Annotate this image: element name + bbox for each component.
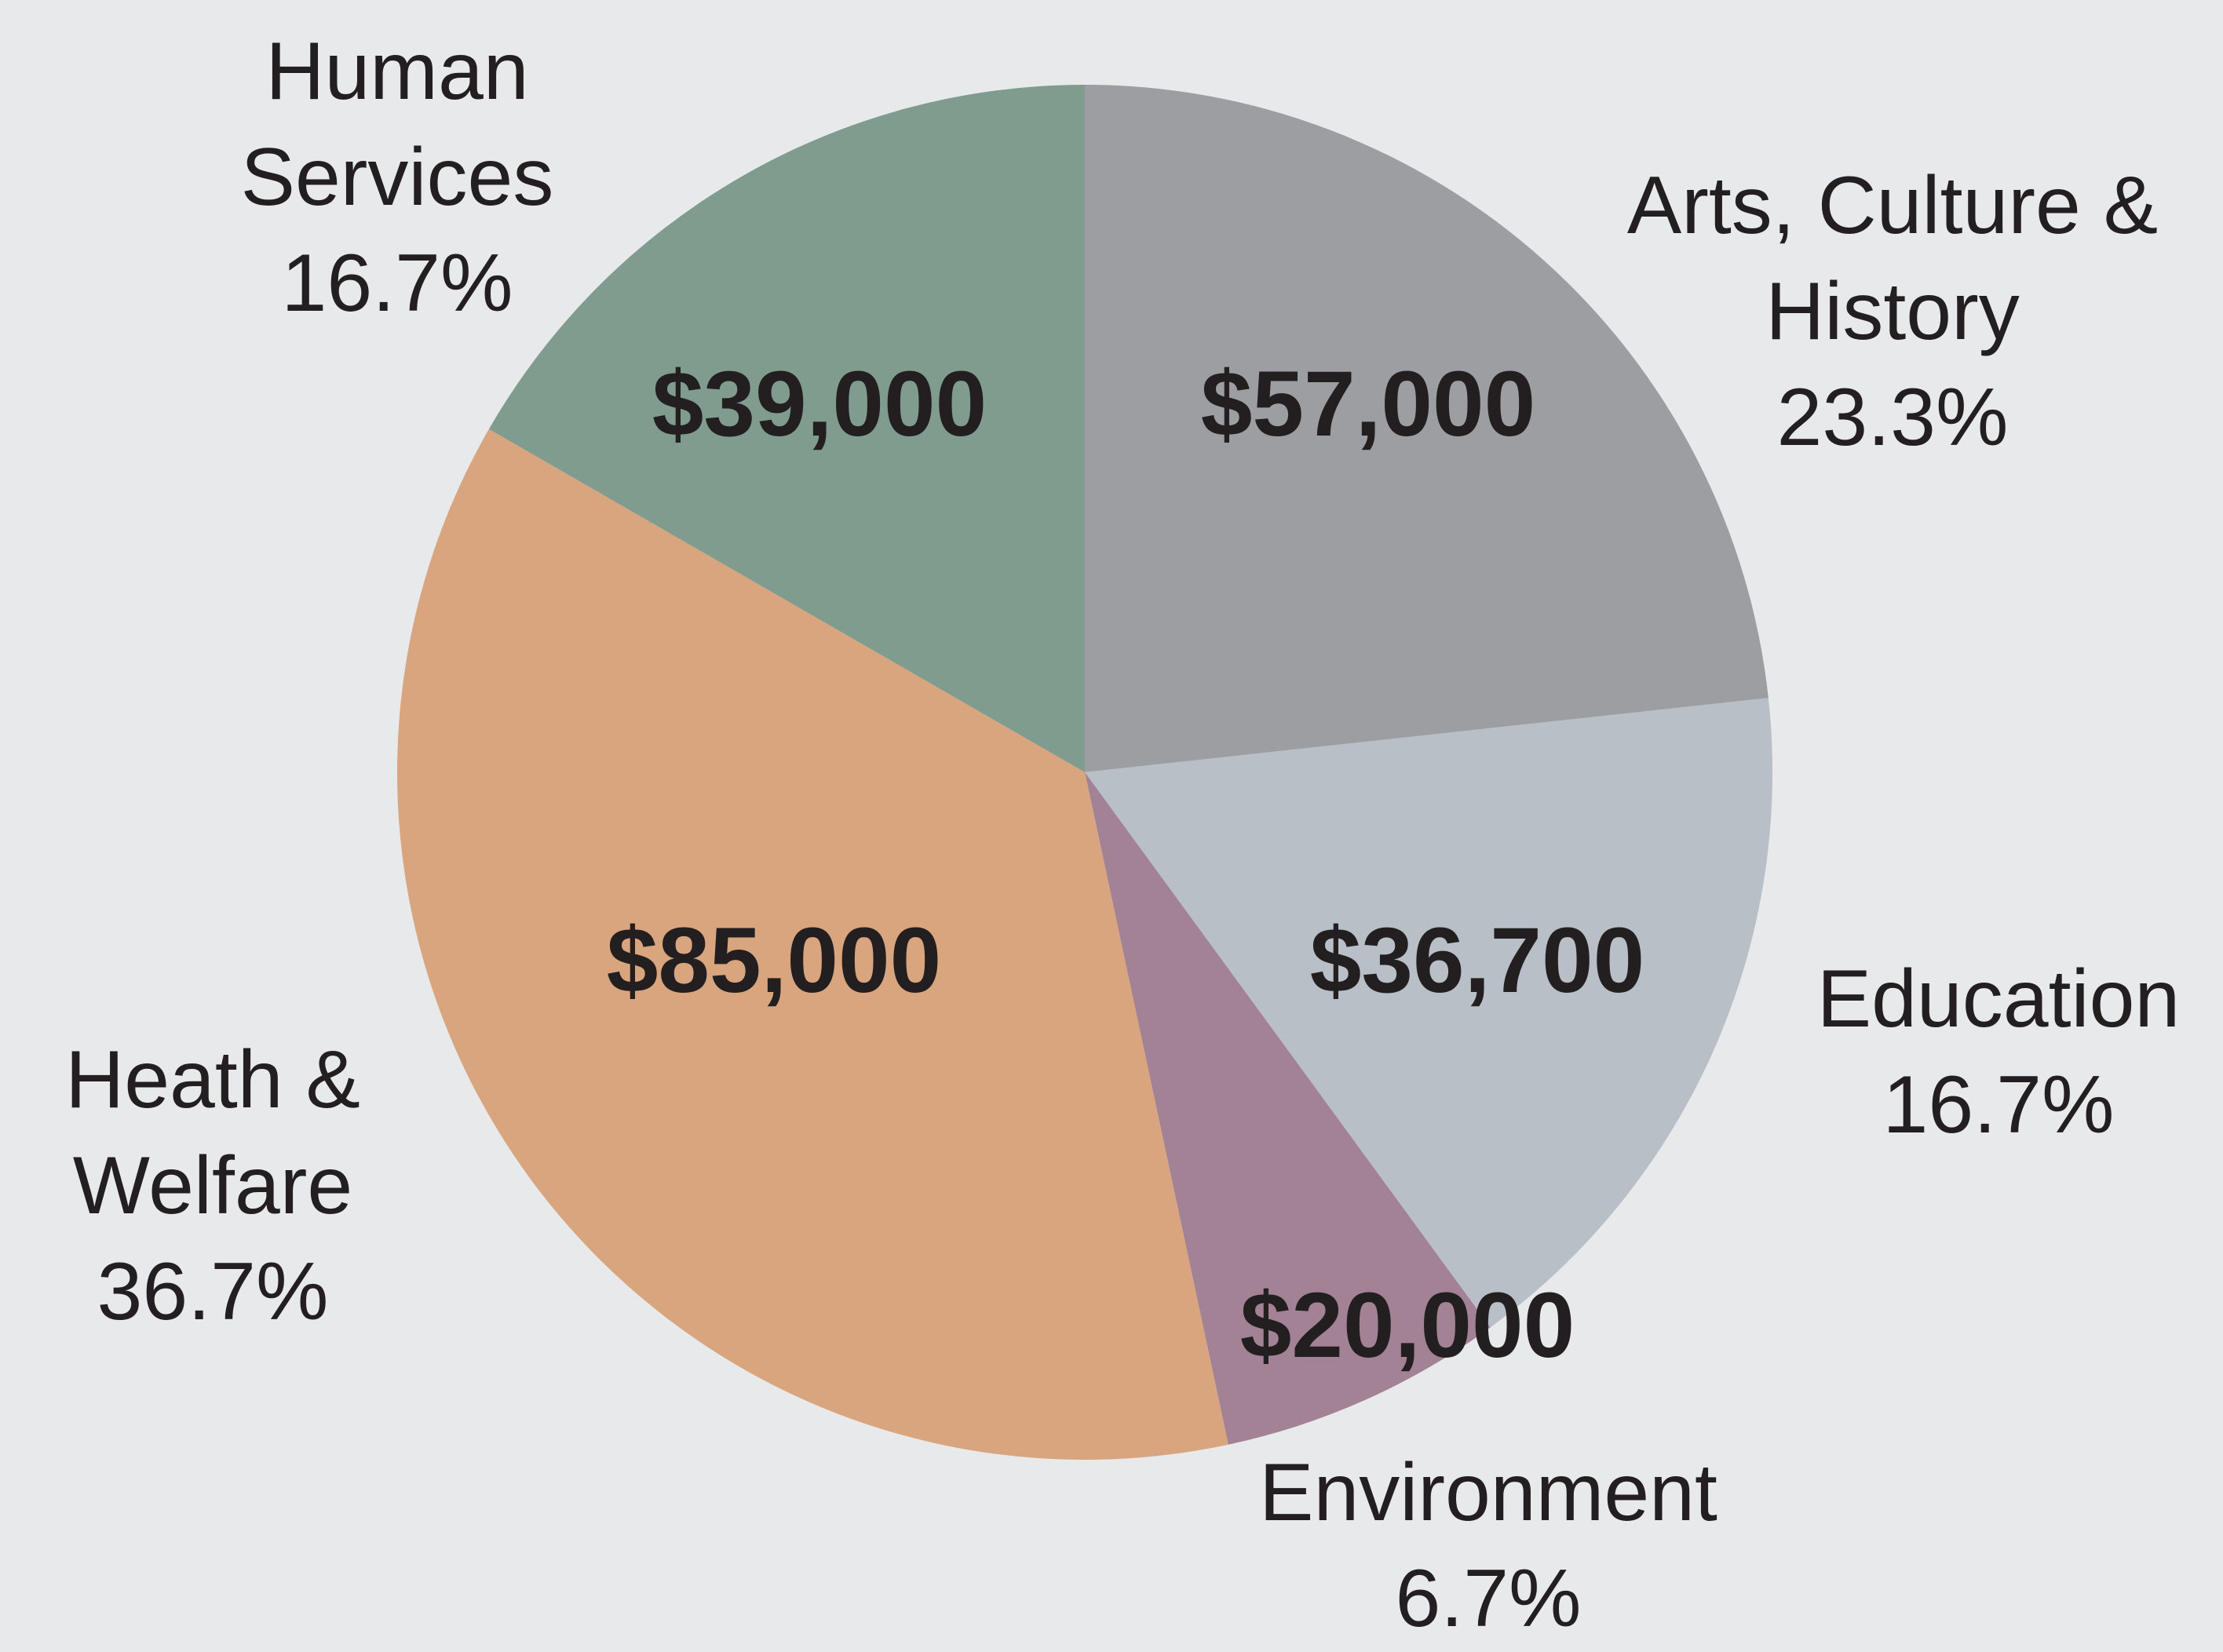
amount-label: $85,000 [607,909,942,1012]
amount-label: $39,000 [652,352,987,456]
pie-slice [1085,698,1772,1328]
slice-label: Heath & Welfare 36.7% [9,1027,417,1345]
amount-label: $20,000 [1240,1274,1575,1377]
category-label: Human Services [240,26,554,223]
percent-label: 16.7% [281,238,513,329]
percent-label: 36.7% [97,1246,329,1337]
slice-label: Environment 6.7% [1190,1440,1787,1652]
category-label: Environment [1259,1447,1717,1538]
category-label: Education [1816,954,2181,1045]
amount-label: $57,000 [1201,352,1536,456]
percent-label: 23.3% [1776,372,2009,463]
pie-slice [396,428,1228,1460]
category-label: Heath & Welfare [65,1034,360,1231]
pie-slice [1085,772,1491,1445]
slice-label: Arts, Culture & History 23.3% [1555,153,2223,471]
pie-slice [1085,85,1769,772]
percent-label: 16.7% [1882,1059,2115,1151]
slice-label: Human Services 16.7% [162,19,633,337]
amount-label: $36,700 [1310,909,1645,1012]
slice-label: Education 16.7% [1779,946,2218,1158]
category-label: Arts, Culture & History [1626,160,2159,357]
pie-slice [488,85,1085,772]
percent-label: 6.7% [1395,1553,1582,1644]
